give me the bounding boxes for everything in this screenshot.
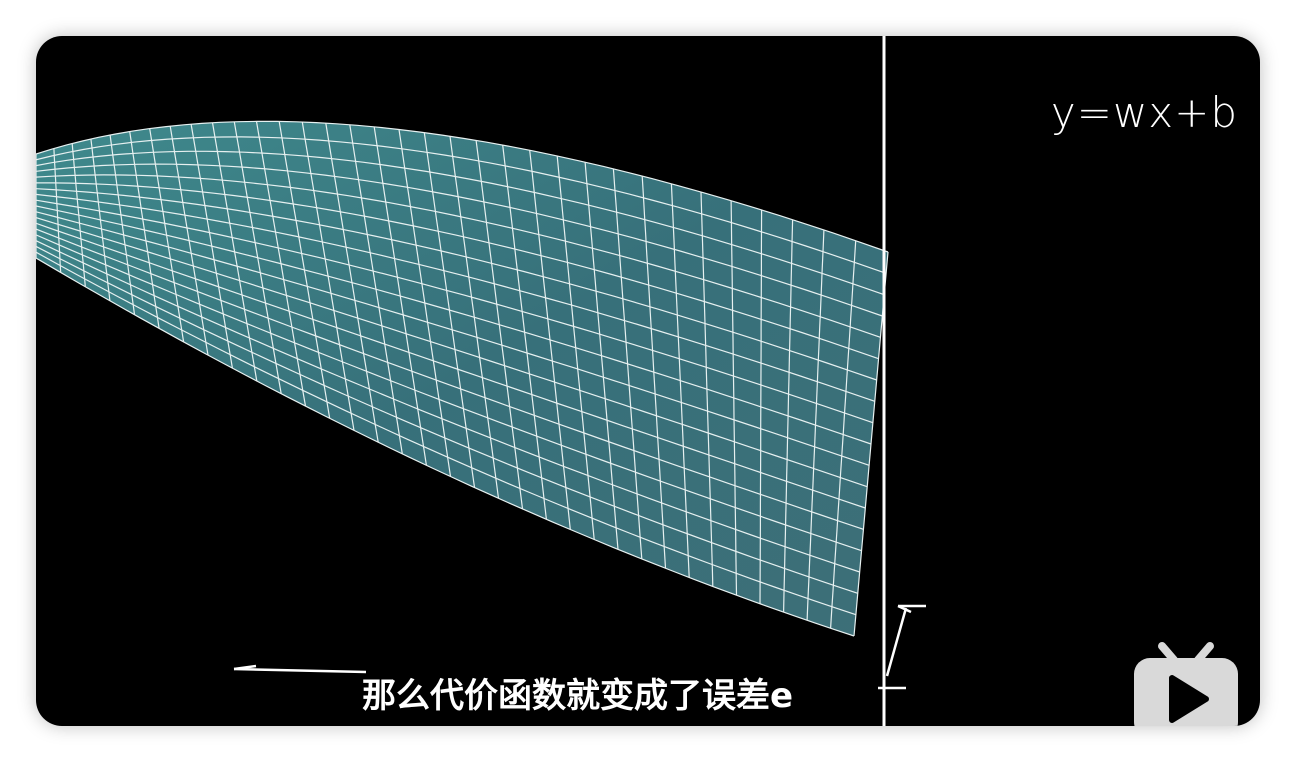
video-frame[interactable]: y=wx+b 那么代价函数就变成了误差e: [36, 36, 1260, 726]
mesh-col-line: [449, 136, 500, 499]
mesh-col-line: [853, 251, 889, 637]
mesh-col-line: [556, 155, 595, 540]
formula-label: y=wx+b: [1050, 88, 1238, 137]
mesh-col-line: [612, 168, 643, 559]
surface-plot: [36, 36, 926, 726]
mesh-col-line: [759, 209, 763, 604]
subtitle-caption: 那么代价函数就变成了误差e: [362, 676, 794, 716]
mesh-col-line: [373, 126, 427, 466]
mesh-col-line: [806, 229, 825, 621]
mesh-col-line: [830, 240, 857, 629]
mesh-col-line: [211, 122, 258, 382]
mesh-col-line: [700, 191, 714, 587]
mesh-col-line: [349, 124, 403, 454]
mesh-col-line: [169, 126, 209, 356]
mesh-col-line: [423, 132, 476, 488]
mesh-col-line: [190, 124, 233, 369]
mesh-col-line: [278, 121, 331, 419]
mesh-col-line: [730, 200, 738, 596]
mesh-col-line: [301, 121, 355, 431]
mesh-col-line: [325, 123, 379, 443]
mesh-col-line: [641, 175, 667, 569]
mesh-col-line: [255, 121, 307, 407]
axis-arrows: [233, 604, 926, 690]
mesh-col-line: [670, 183, 690, 578]
mesh-col-line: [233, 121, 282, 394]
mesh-col-line: [783, 219, 794, 613]
mesh-col-line: [584, 162, 619, 550]
mesh-col-line: [398, 129, 452, 477]
mesh-col-line: [129, 131, 160, 329]
mesh-col-line: [71, 143, 86, 287]
mesh-col-line: [90, 138, 111, 301]
bilibili-tv-icon[interactable]: [1132, 638, 1240, 726]
mesh-col-line: [475, 140, 524, 509]
cost-surface-mesh: [36, 120, 889, 637]
mesh-col-line: [109, 134, 136, 315]
mesh-col-line: [149, 128, 185, 342]
mesh-col-line: [53, 148, 62, 273]
mesh-col-line: [502, 145, 547, 520]
mesh-col-line: [529, 150, 571, 530]
